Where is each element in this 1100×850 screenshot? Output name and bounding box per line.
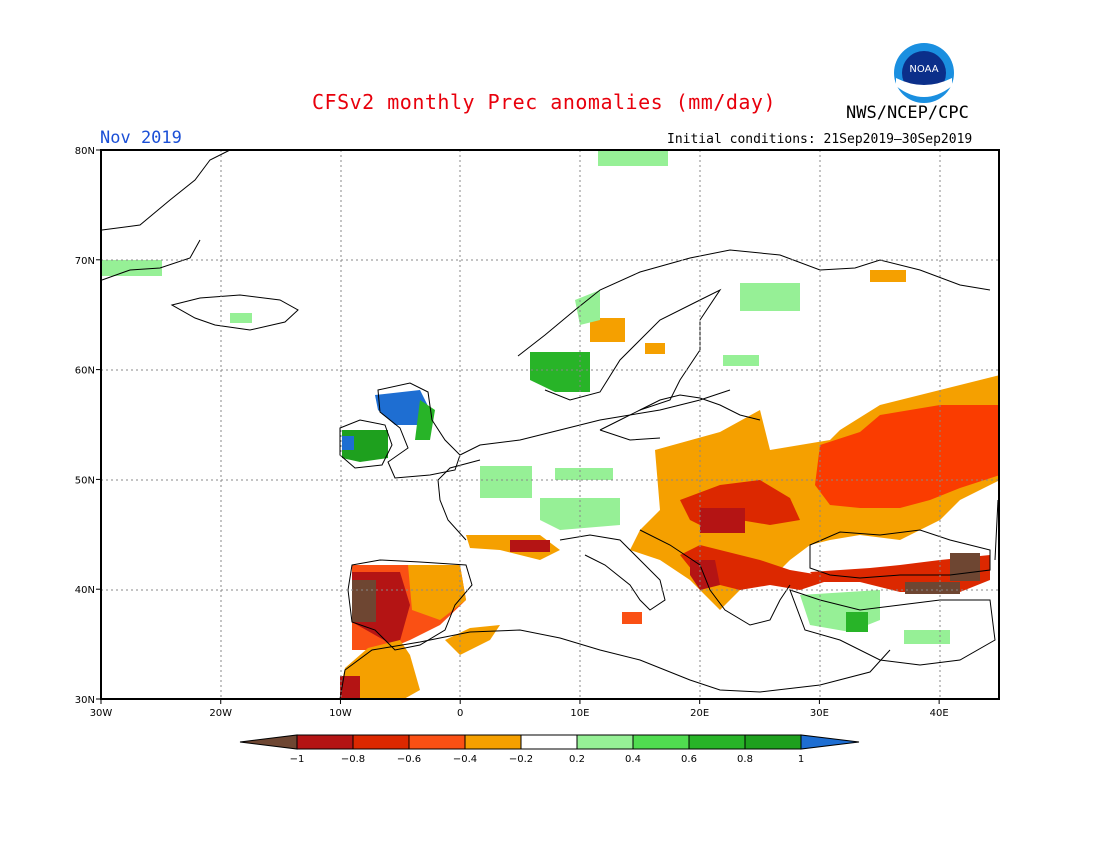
colorbar-segment (464, 734, 522, 750)
colorbar-label: −0.2 (509, 754, 533, 765)
anomaly-scotland-green (415, 400, 435, 440)
colorbar-label: −1 (290, 754, 305, 765)
anomaly-iceland-light (230, 313, 252, 323)
anomaly-n-norway-green (575, 290, 600, 325)
lat-tick-label: 40N (75, 585, 95, 596)
colorbar-segment (296, 734, 354, 750)
forecast-month: Nov 2019 (100, 128, 182, 148)
anomaly-svalbard-light (598, 150, 668, 166)
anomaly-sweden-light (723, 355, 759, 366)
colorbar: −1 −0.8 −0.6 −0.4 −0.2 0.2 0.4 0.6 0.8 1 (239, 734, 860, 765)
colorbar-left-arrow (239, 734, 298, 750)
coast-north-africa (339, 629, 891, 700)
anomaly-finland-light (740, 283, 800, 311)
anomaly-n-russia (870, 270, 906, 282)
coast-scandinavia (517, 249, 991, 431)
anomaly-turkey-extreme (950, 553, 980, 581)
anomaly-algeria (445, 625, 500, 655)
colorbar-segment (352, 734, 410, 750)
coast-greenland (101, 149, 231, 281)
anomaly-norway-green (530, 352, 590, 392)
lat-tick-label: 30N (75, 695, 95, 706)
anomaly-ireland-blue (342, 436, 354, 450)
colorbar-label: 0.6 (681, 754, 697, 765)
coast-baltic (599, 394, 761, 441)
anomaly-morocco-red (340, 676, 360, 699)
colorbar-label: 1 (798, 754, 804, 765)
anomaly-germany-light (555, 468, 613, 480)
anomaly-spain-orange (408, 565, 466, 620)
initial-conditions-label: Initial conditions: 21Sep2019–30Sep2019 (667, 132, 973, 147)
lon-tick-label: 40E (930, 708, 949, 719)
colorbar-segment (520, 734, 578, 750)
map-frame (100, 149, 1000, 700)
coast-iberia (347, 559, 473, 651)
anomaly-scotland (375, 390, 430, 425)
lon-tick-label: 30E (810, 708, 829, 719)
colorbar-segment (408, 734, 466, 750)
organization-label: NWS/NCEP/CPC (846, 103, 969, 123)
coast-iceland (170, 294, 299, 331)
anomaly-iberia-extreme (352, 580, 376, 622)
coast-black-sea (809, 529, 991, 579)
lon-tick-label: 20E (690, 708, 709, 719)
colorbar-right-arrow (800, 734, 860, 750)
anomaly-s-france-red (510, 540, 550, 552)
colorbar-label: 0.4 (625, 754, 641, 765)
anomaly-turkey-brown (905, 582, 960, 594)
coast-europe-west (437, 389, 731, 541)
lat-tick-label: 80N (75, 146, 95, 157)
anomaly-balkans-dark (690, 560, 720, 590)
lon-tick-label: 30W (90, 708, 113, 719)
lon-tick-label: 0 (457, 708, 463, 719)
lat-tick-label: 60N (75, 366, 95, 377)
colorbar-label: −0.6 (397, 754, 421, 765)
colorbar-label: 0.8 (737, 754, 753, 765)
anomaly-finland-orange (645, 343, 665, 354)
colorbar-segment (576, 734, 634, 750)
noaa-logo: NOAA (894, 43, 954, 103)
anomaly-slovenia (700, 508, 745, 533)
colorbar-segment (632, 734, 690, 750)
latitude-ticks: 80N 70N 60N 50N 40N 30N (75, 146, 101, 706)
lon-tick-label: 20W (209, 708, 232, 719)
noaa-logo-text: NOAA (909, 64, 938, 75)
anomaly-sicily (622, 612, 642, 624)
lat-tick-label: 70N (75, 256, 95, 267)
anomaly-greenland-light (102, 260, 162, 276)
graticule (101, 150, 999, 699)
coast-balkans (639, 529, 791, 626)
coastlines (101, 149, 999, 700)
anomaly-alps-light (540, 498, 620, 530)
colorbar-label: −0.8 (341, 754, 365, 765)
lon-tick-label: 10E (570, 708, 589, 719)
coast-britain (377, 382, 461, 479)
colorbar-segment (744, 734, 802, 750)
anomaly-syria-light (904, 630, 950, 644)
coast-ireland (339, 419, 393, 469)
longitude-ticks: 30W 20W 10W 0 10E 20E 30E 40E (90, 699, 949, 719)
anomaly-turkey-darkgreen (846, 612, 868, 632)
coast-turkey (789, 589, 996, 666)
coast-italy (559, 534, 666, 611)
lat-tick-label: 50N (75, 475, 95, 486)
colorbar-label: 0.2 (569, 754, 585, 765)
lon-tick-label: 10W (329, 708, 352, 719)
map-title: CFSv2 monthly Prec anomalies (mm/day) (312, 90, 777, 114)
anomaly-norway-orange (590, 318, 625, 342)
anomaly-ukraine (815, 405, 1000, 508)
anomaly-layer (102, 150, 1000, 699)
colorbar-segment (688, 734, 746, 750)
coast-caspian (994, 499, 999, 561)
colorbar-label: −0.4 (453, 754, 477, 765)
anomaly-france-light (480, 466, 532, 498)
